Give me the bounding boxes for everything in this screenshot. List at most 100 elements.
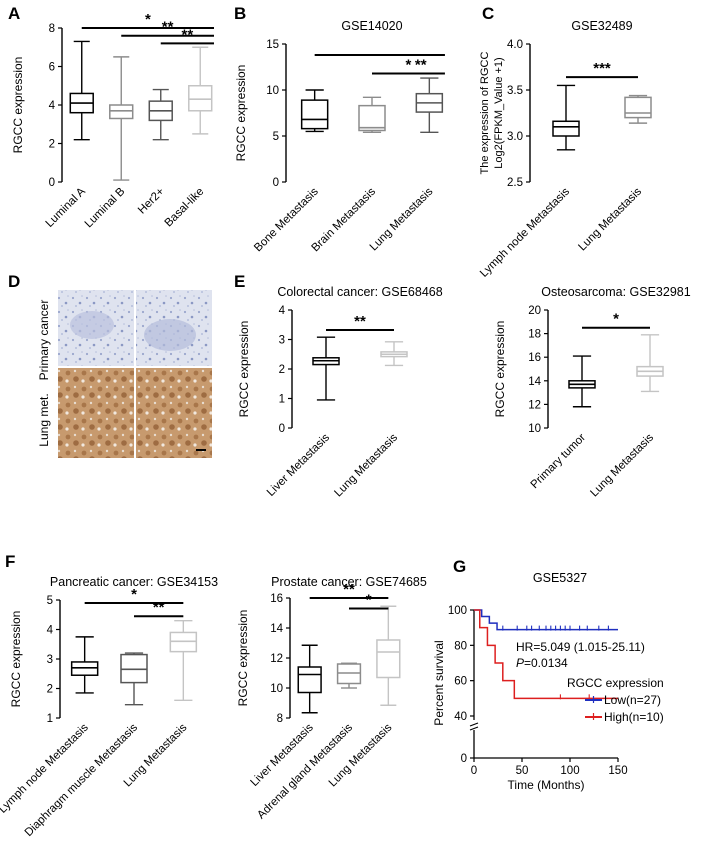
box-iqr xyxy=(376,639,401,679)
x-tick-label: 150 xyxy=(608,765,627,777)
x-category-label: Lymph node Metastasis xyxy=(478,185,572,279)
y-axis-label: The expression of RGCC xyxy=(479,52,491,175)
chart-e-colorectal: Colorectal cancer: GSE68468 0 1 2 3 4 RGCC exp… xyxy=(237,285,443,499)
x-category-label: Her2+ xyxy=(136,185,167,216)
x-axis-label: Time (Months) xyxy=(508,778,585,792)
y-tick-label: 2 xyxy=(279,364,285,376)
y-tick-label: 16 xyxy=(528,352,541,364)
survival-curve-1 xyxy=(474,609,618,700)
box-iqr xyxy=(624,96,652,119)
x-category-label: Lung Metastasis xyxy=(576,185,644,253)
y-tick-label: 0 xyxy=(461,753,467,765)
y-tick-label: 2.5 xyxy=(507,177,523,189)
y-tick-label: 2 xyxy=(49,139,55,151)
y-tick-label: 16 xyxy=(270,593,283,605)
p-value-text: =0.0134 xyxy=(524,656,568,670)
y-tick-label: 0 xyxy=(279,423,285,435)
box-plot-0 xyxy=(312,336,340,401)
x-category-label: Luminal B xyxy=(83,185,128,230)
chart-f-prostate: Prostate cancer: GSE74685 8 10 12 14 16 RGCC e… xyxy=(236,575,427,821)
y-tick-label: 4 xyxy=(47,625,54,637)
box-iqr xyxy=(300,99,329,130)
box-iqr xyxy=(552,120,580,137)
chart-title: Osteosarcoma: GSE32981 xyxy=(541,285,690,299)
y-tick-label: 3.5 xyxy=(507,85,523,97)
box-plot-1 xyxy=(624,94,652,124)
y-tick-label: 5 xyxy=(273,131,279,143)
significance-label: ** xyxy=(153,599,165,616)
y-tick-label: 15 xyxy=(266,39,279,51)
y-tick-label: 1 xyxy=(279,394,285,406)
x-category-label: Luminal A xyxy=(44,185,88,229)
y-tick-label: 4.0 xyxy=(507,39,523,51)
box-plot-3 xyxy=(188,46,213,135)
x-tick-label: 50 xyxy=(516,765,529,777)
y-tick-label: 60 xyxy=(454,676,467,688)
box-plot-0 xyxy=(568,355,596,408)
significance-label: * xyxy=(131,586,137,603)
y-tick-label: 3.0 xyxy=(507,131,523,143)
box-plot-2 xyxy=(148,88,173,141)
y-tick-label: 8 xyxy=(277,713,283,725)
y-tick-label: 5 xyxy=(47,595,53,607)
box-plot-1 xyxy=(636,334,664,393)
x-category-label: Lung Metastasis xyxy=(588,431,656,499)
ihc-primary-1-tissue-island xyxy=(70,311,114,339)
box-plot-0 xyxy=(70,636,99,694)
y-tick-label: 14 xyxy=(528,376,541,388)
box-plot-0 xyxy=(297,644,322,714)
y-tick-label: 1 xyxy=(47,713,53,725)
chart-title: Pancreatic cancer: GSE34153 xyxy=(50,575,218,589)
panel-letter-d: D xyxy=(8,272,20,291)
box-plot-2 xyxy=(415,77,444,134)
axis-break-mark xyxy=(469,722,479,727)
legend-title: RGCC expression xyxy=(567,676,664,690)
chart-title: Colorectal cancer: GSE68468 xyxy=(277,285,442,299)
legend-label-0: Low(n=27) xyxy=(604,693,661,707)
chart-title: Prostate cancer: GSE74685 xyxy=(271,575,427,589)
x-tick-label: 0 xyxy=(471,765,477,777)
panel-letter-b: B xyxy=(234,4,246,23)
ihc-row-label-primary-cancer: Primary cancer xyxy=(37,300,51,381)
box-iqr xyxy=(297,666,322,694)
box-plot-1 xyxy=(380,341,408,367)
box-plot-1 xyxy=(109,56,134,181)
box-iqr xyxy=(358,104,386,132)
y-tick-label: 10 xyxy=(528,423,541,435)
significance-label: ** xyxy=(343,581,355,598)
significance-label: * xyxy=(366,592,372,609)
panel-letter-c: C xyxy=(482,4,494,23)
box-plot-2 xyxy=(376,605,401,706)
survival-curve-0 xyxy=(474,609,618,631)
y-tick-label: 14 xyxy=(270,623,283,635)
x-category-label: Lung Metastasis xyxy=(368,185,436,253)
box-plot-0 xyxy=(300,89,329,133)
box-iqr xyxy=(109,104,134,120)
box-plot-1 xyxy=(120,652,148,706)
chart-title: GSE5327 xyxy=(533,571,587,585)
significance-label: ** xyxy=(182,26,194,43)
y-axis-label: RGCC expression xyxy=(234,65,248,162)
y-tick-label: 3 xyxy=(279,335,285,347)
y-tick-label: 10 xyxy=(270,683,283,695)
chart-g-survival: GSE5327 0 40 60 80 100 0 50 100 150 Time (Months) P… xyxy=(432,571,664,792)
y-tick-label: 3 xyxy=(47,654,53,666)
box-plot-1 xyxy=(358,96,386,134)
scale-bar xyxy=(196,449,206,451)
box-plot-0 xyxy=(552,84,580,151)
x-category-label: Basal-like xyxy=(163,186,207,230)
significance-label: * xyxy=(613,311,619,328)
y-tick-label: 12 xyxy=(270,653,283,665)
ihc-image-lung-met-2 xyxy=(136,368,212,458)
y-axis-label: RGCC expression xyxy=(237,321,251,418)
y-tick-label: 4 xyxy=(49,100,56,112)
x-category-label: Primary tumor xyxy=(529,432,589,492)
axis-break-mark xyxy=(469,726,479,731)
significance-label: ** xyxy=(354,313,366,330)
panel-letter-a: A xyxy=(8,4,20,23)
y-tick-label: 18 xyxy=(528,329,541,341)
ihc-image-lung-met-1 xyxy=(58,368,134,458)
panel-letter-g: G xyxy=(453,557,466,576)
